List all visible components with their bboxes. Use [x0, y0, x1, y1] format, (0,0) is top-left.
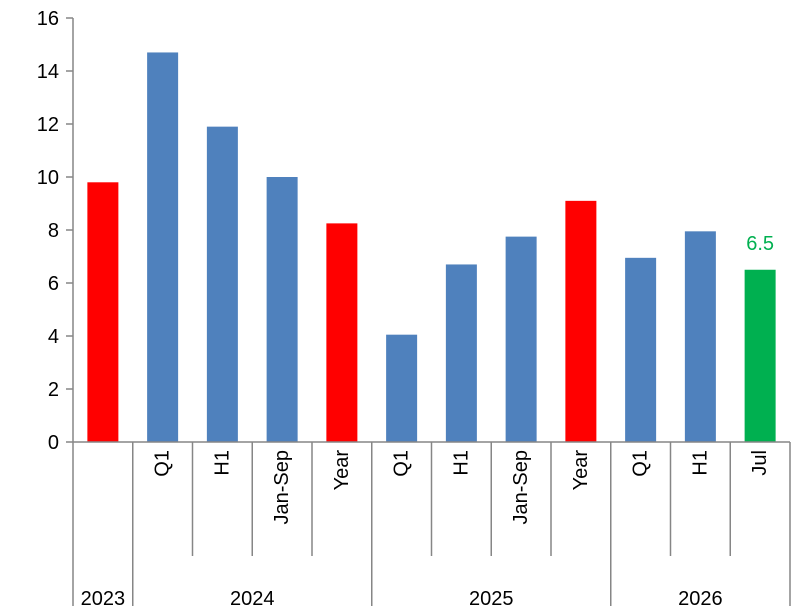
bar	[206, 126, 238, 443]
y-tick-label: 8	[48, 220, 59, 242]
bar	[505, 236, 537, 442]
x-category-label: Jan-Sep	[271, 450, 293, 525]
bar	[87, 182, 119, 443]
x-group-label: 2023	[81, 588, 126, 606]
x-category-label: Jul	[749, 450, 771, 476]
bar	[684, 231, 716, 442]
bar	[625, 257, 657, 442]
y-tick-label: 0	[48, 432, 59, 454]
y-tick-label: 12	[37, 114, 59, 136]
y-tick-label: 14	[37, 61, 59, 83]
y-tick-label: 10	[37, 167, 59, 189]
bar	[565, 200, 597, 442]
x-category-label: Q1	[152, 450, 174, 477]
x-group-label: 2025	[469, 588, 514, 606]
x-category-label: H1	[450, 450, 472, 476]
bar	[326, 223, 358, 442]
y-tick-label: 4	[48, 326, 59, 348]
bar	[744, 269, 776, 442]
x-axis: Q1 H1 Jan-Sep Year Q1 H1 Jan-Sep Year Q1 H1 Jul 202…	[72, 441, 791, 606]
y-tick-label: 16	[37, 8, 59, 30]
y-tick-label: 6	[48, 273, 59, 295]
y-axis: 0 2 4 6 8 10 12 14 16	[37, 8, 74, 454]
x-category-label: Q1	[630, 450, 652, 477]
x-group-label: 2024	[230, 588, 275, 606]
bar-series	[87, 52, 776, 443]
x-category-label: H1	[211, 450, 233, 476]
bar	[147, 52, 179, 442]
bar	[266, 177, 298, 442]
x-category-label: Q1	[391, 450, 413, 477]
bar	[386, 334, 418, 442]
y-tick-label: 2	[48, 379, 59, 401]
x-category-label: Year	[570, 450, 592, 491]
bar	[445, 264, 477, 442]
data-label: 6.5	[746, 233, 774, 255]
x-group-label: 2026	[678, 588, 723, 606]
data-labels: 6.5	[746, 233, 774, 255]
x-category-label: Jan-Sep	[510, 450, 532, 525]
x-category-label: H1	[689, 450, 711, 476]
x-category-label: Year	[331, 450, 353, 491]
